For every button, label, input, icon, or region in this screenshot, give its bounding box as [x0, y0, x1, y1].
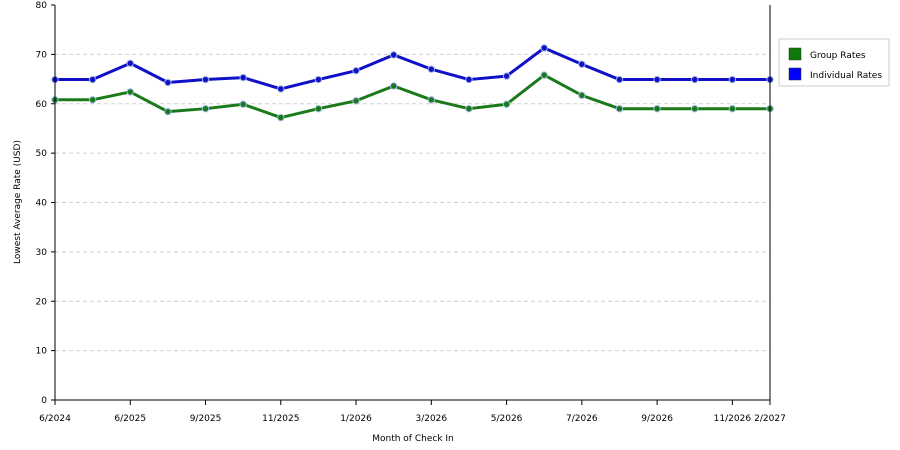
- legend-label: Individual Rates: [810, 71, 882, 81]
- data-point: [239, 100, 247, 108]
- legend-swatch: [788, 47, 802, 61]
- x-tick-label: 9/2025: [190, 414, 222, 424]
- data-point: [578, 91, 586, 100]
- x-tick-label: 9/2026: [641, 414, 673, 424]
- x-tick-label: 11/2025: [262, 414, 299, 424]
- x-tick-label: 6/2025: [114, 414, 146, 424]
- y-tick-label: 30: [36, 248, 48, 258]
- data-point: [427, 65, 436, 73]
- data-point: [691, 75, 699, 84]
- series-line-1: [55, 46, 770, 91]
- data-point: [164, 78, 172, 87]
- y-tick-label: 80: [36, 1, 48, 11]
- data-point: [314, 104, 323, 113]
- data-point: [126, 88, 134, 96]
- data-point: [277, 113, 285, 122]
- x-tick-label: 7/2026: [566, 414, 598, 424]
- data-point: [728, 104, 737, 113]
- data-point: [540, 71, 548, 79]
- data-point: [201, 104, 210, 113]
- data-point: [465, 104, 473, 113]
- x-tick-label: 2/2027: [754, 414, 786, 424]
- data-point: [389, 51, 398, 59]
- data-point: [164, 107, 172, 116]
- y-tick-label: 50: [36, 149, 48, 159]
- y-tick-label: 20: [36, 297, 48, 307]
- x-tick-label: 5/2026: [491, 414, 523, 424]
- y-axis-ticks: 0 10 20 30 40 50 60 70 80: [36, 1, 55, 406]
- data-point: [465, 75, 473, 84]
- y-tick-label: 60: [36, 100, 48, 110]
- series-line-0: [55, 73, 770, 120]
- data-point: [653, 75, 661, 84]
- data-point: [691, 104, 699, 113]
- data-point: [615, 104, 624, 113]
- data-point: [615, 75, 624, 84]
- y-tick-label: 10: [36, 347, 48, 357]
- data-point: [239, 73, 247, 82]
- y-tick-label: 70: [36, 50, 48, 60]
- x-tick-label: 1/2026: [340, 414, 372, 424]
- y-tick-label: 40: [36, 199, 48, 209]
- data-point: [352, 66, 360, 75]
- data-point: [352, 97, 360, 105]
- data-point: [578, 60, 586, 68]
- data-point: [201, 75, 210, 84]
- data-point: [88, 96, 97, 104]
- data-point: [540, 44, 548, 52]
- x-axis-title: Month of Check In: [372, 434, 454, 444]
- data-point: [502, 100, 511, 108]
- data-point: [653, 104, 661, 113]
- x-axis-ticks: 6/2024 6/2025 9/2025 11/2025 1/2026 3/2026 5/2…: [39, 400, 786, 424]
- data-point: [502, 72, 511, 80]
- x-tick-label: 11/2026: [714, 414, 752, 424]
- data-point: [427, 96, 436, 104]
- legend: Group Rates Individual Rates: [778, 38, 890, 87]
- series-lines: [51, 44, 774, 122]
- legend-swatch: [788, 67, 802, 81]
- y-axis-title: Lowest Average Rate (USD): [13, 140, 23, 264]
- data-point: [389, 82, 398, 90]
- y-tick-label: 0: [41, 396, 47, 406]
- data-point: [88, 75, 97, 84]
- data-point: [314, 75, 323, 84]
- data-point: [728, 75, 737, 84]
- data-point: [126, 59, 134, 67]
- x-tick-label: 6/2024: [39, 414, 71, 424]
- gridlines: [55, 53, 770, 352]
- legend-label: Group Rates: [810, 51, 866, 61]
- x-tick-label: 3/2026: [415, 414, 447, 424]
- data-point: [277, 85, 285, 93]
